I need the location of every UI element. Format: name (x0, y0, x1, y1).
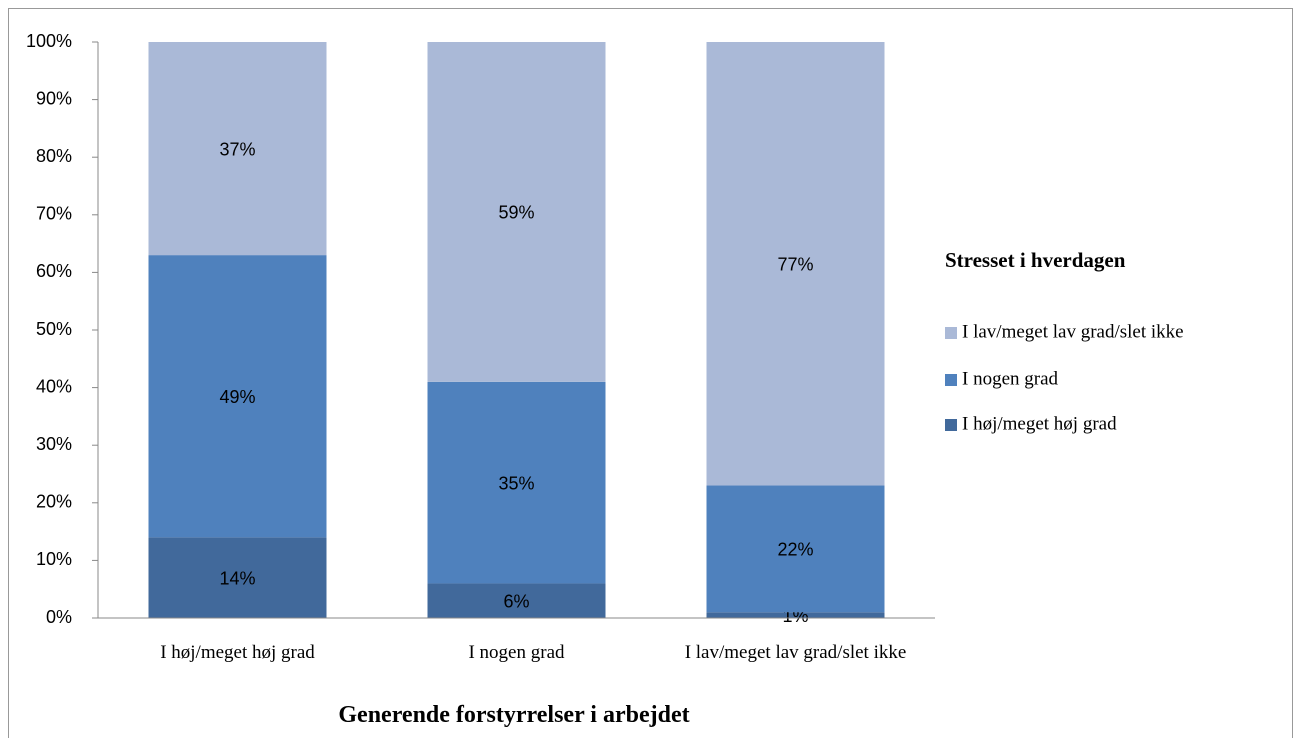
bar-segment (427, 42, 606, 382)
legend-swatch (945, 419, 957, 431)
legend-label: I nogen grad (962, 368, 1059, 389)
y-tick-label: 60% (36, 261, 72, 281)
x-tick-label: I lav/meget lav grad/slet ikke (684, 642, 907, 663)
data-label: 77% (777, 255, 813, 275)
data-label: 35% (498, 473, 534, 493)
y-tick-label: 10% (36, 549, 72, 569)
bar-segment (706, 612, 885, 618)
y-tick-label: 0% (46, 607, 72, 627)
data-label: 14% (219, 568, 255, 588)
y-tick-label: 40% (36, 376, 72, 396)
legend-label: I lav/meget lav grad/slet ikke (962, 321, 1184, 342)
bar-segment (148, 255, 327, 538)
y-tick-label: 90% (36, 88, 72, 108)
chart-border (8, 8, 1293, 738)
bar-segment (148, 42, 327, 256)
bar-segment (706, 485, 885, 613)
y-tick-label: 20% (36, 492, 72, 512)
legend-title: Stresset i hverdagen (945, 248, 1126, 272)
bar-segment (427, 583, 606, 618)
x-axis-title: Generende forstyrrelser i arbejdet (338, 702, 690, 728)
data-label: 59% (498, 203, 534, 223)
legend-swatch (945, 374, 957, 386)
x-tick-label: I nogen grad (468, 642, 565, 663)
data-label: 37% (219, 139, 255, 159)
bar-segment (706, 42, 885, 486)
y-tick-label: 70% (36, 204, 72, 224)
bar-segment (148, 537, 327, 618)
legend-swatch (945, 327, 957, 339)
data-label: 22% (777, 540, 813, 560)
y-tick-label: 80% (36, 146, 72, 166)
legend-label: I høj/meget høj grad (962, 413, 1117, 434)
data-label: 49% (219, 387, 255, 407)
bar-segment (427, 381, 606, 584)
y-tick-label: 50% (36, 319, 72, 339)
data-label: 6% (503, 591, 529, 611)
y-tick-label: 100% (26, 31, 72, 51)
x-tick-label: I høj/meget høj grad (160, 642, 315, 663)
y-tick-label: 30% (36, 434, 72, 454)
